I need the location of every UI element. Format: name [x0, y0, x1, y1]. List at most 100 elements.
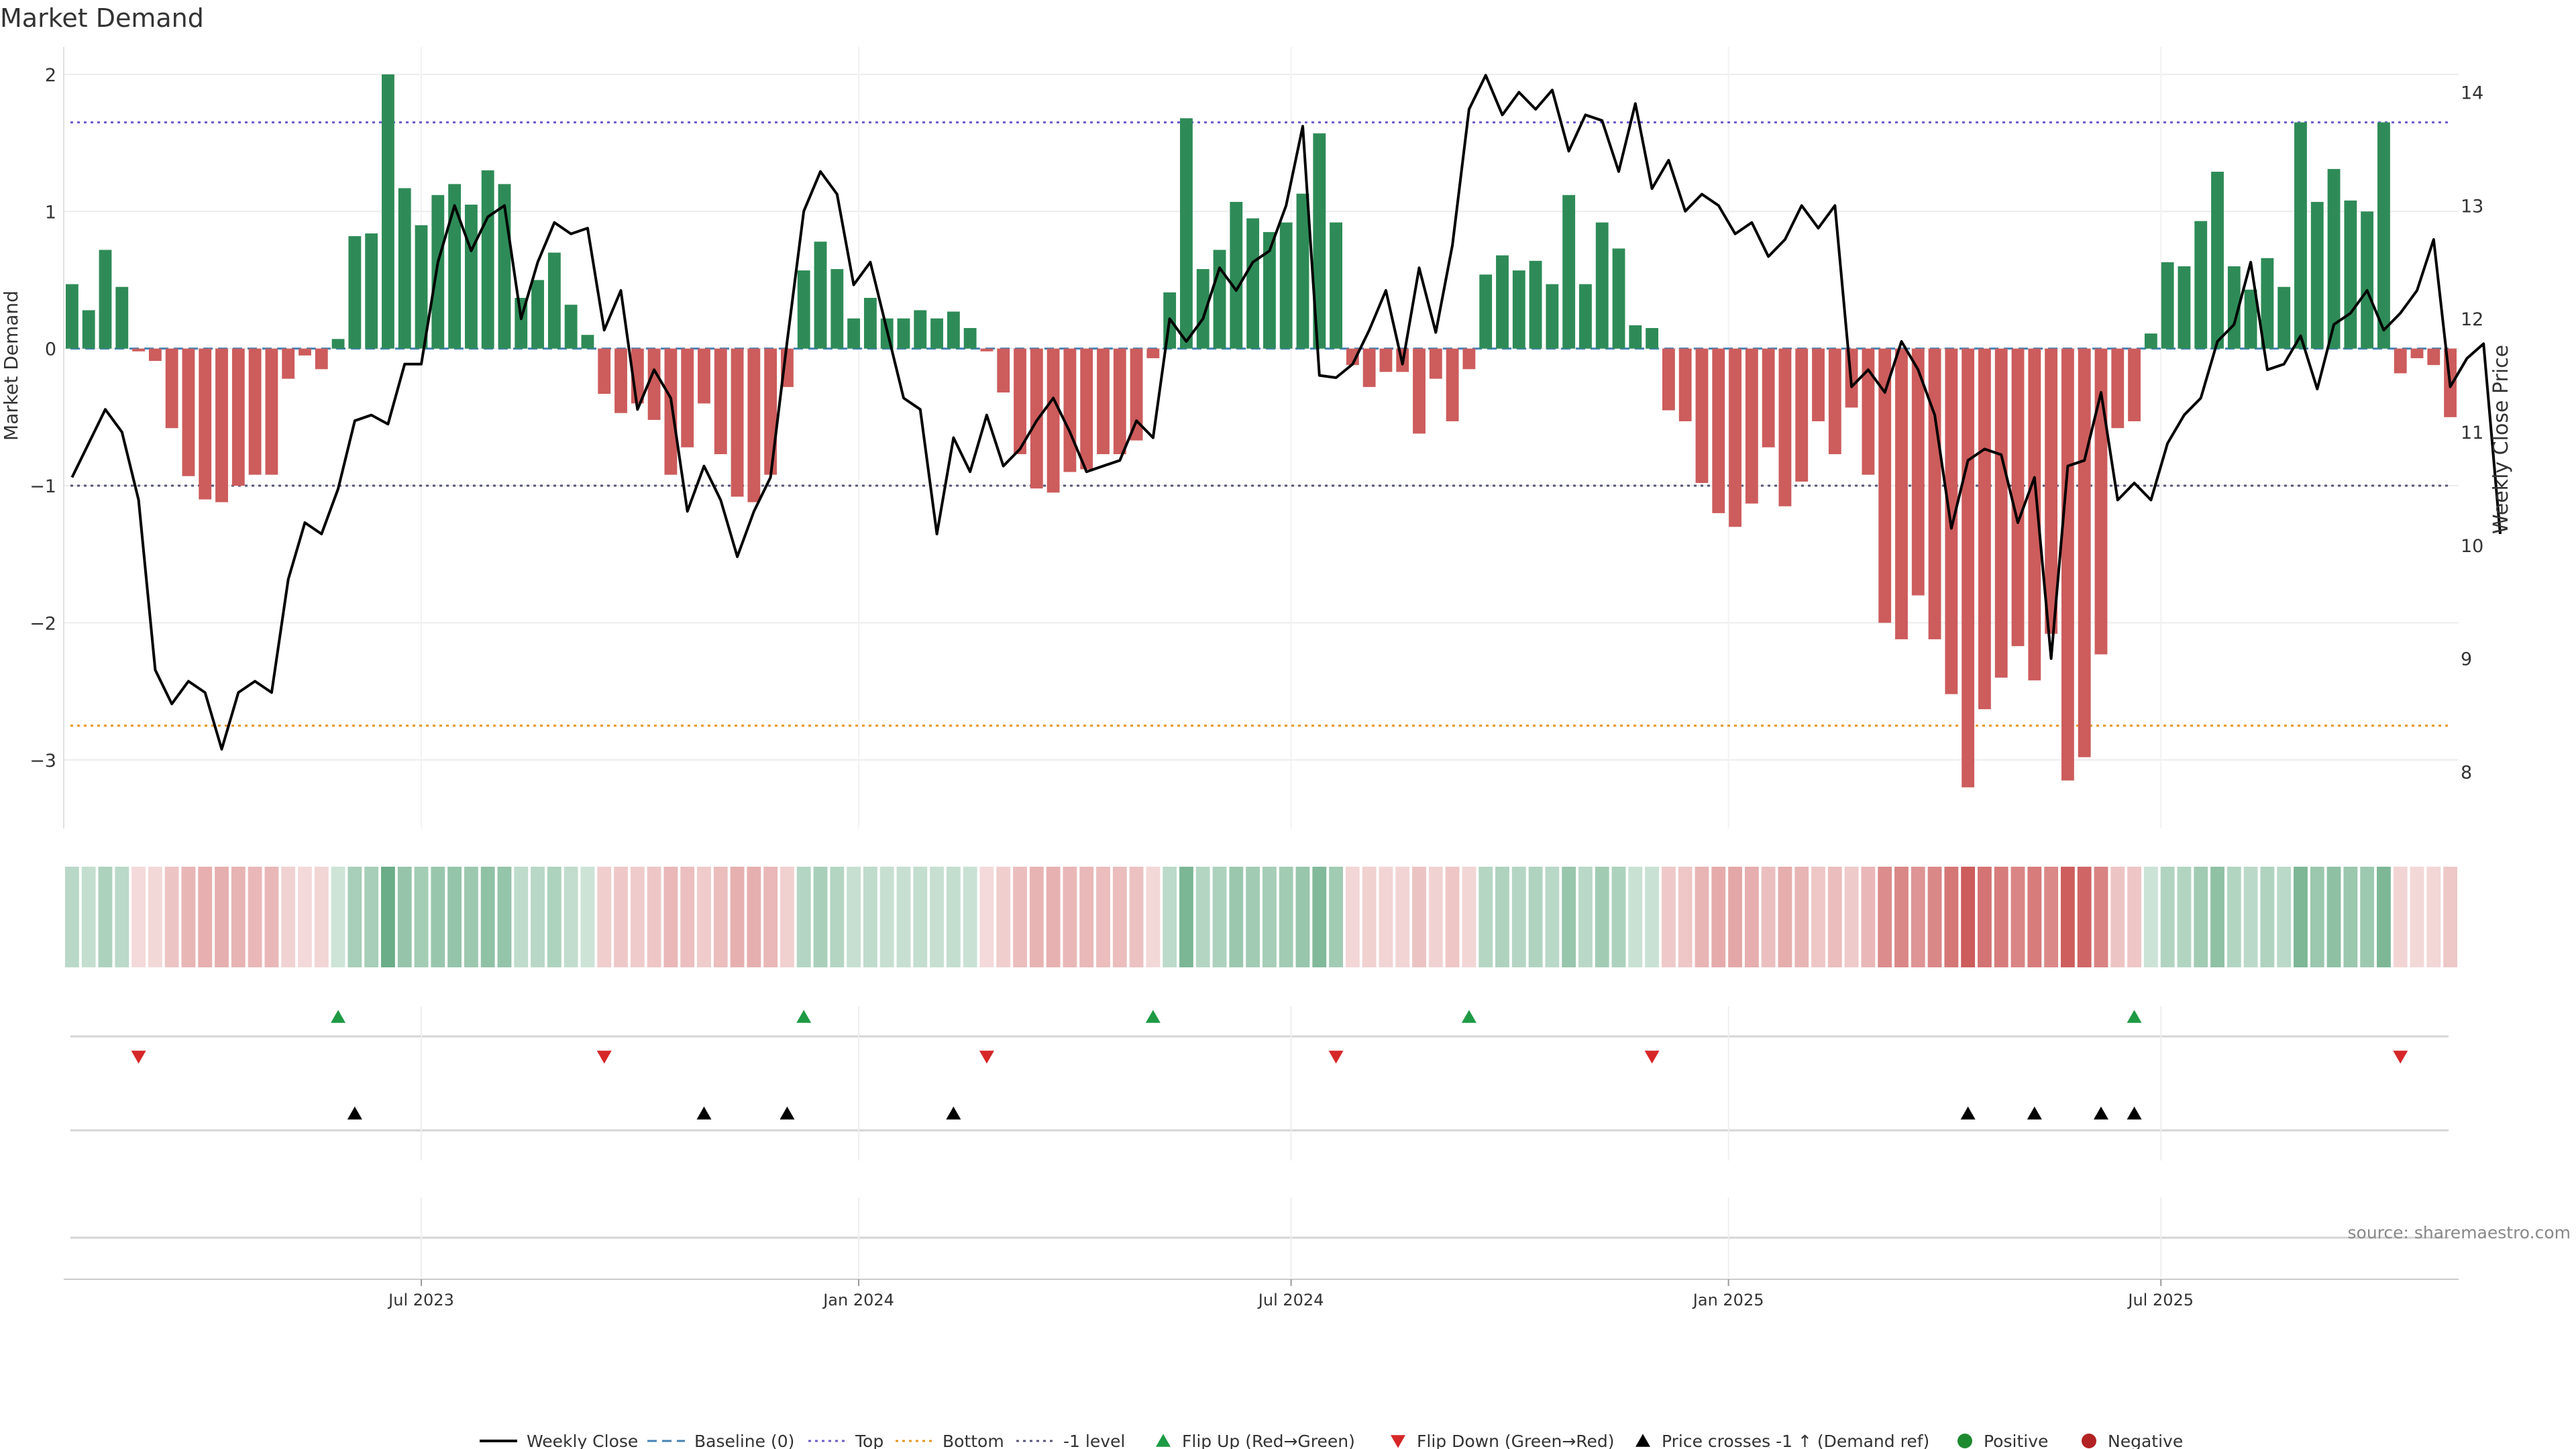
positive-bar [1296, 193, 1309, 349]
legend-item: Weekly Close [480, 1432, 638, 1449]
negative-heat-cell [1379, 867, 1393, 967]
positive-bar [2194, 221, 2208, 349]
negative-bar [764, 348, 777, 475]
negative-bar [997, 348, 1010, 393]
x-tick-label: Jul 2023 [387, 1291, 454, 1309]
positive-heat-cell [347, 867, 362, 967]
flip-up-marker [796, 1010, 812, 1023]
positive-heat-cell [531, 867, 545, 967]
negative-bar [1429, 348, 1442, 379]
positive-heat-cell [414, 867, 429, 967]
event-panel-axes [64, 1006, 2459, 1280]
legend-item: Negative [2082, 1432, 2183, 1449]
positive-heat-cell [863, 867, 877, 967]
positive-bar [1213, 250, 1226, 349]
negative-heat-cell [1096, 867, 1110, 967]
negative-heat-cell [647, 867, 661, 967]
legend-swatch-flip-up [1156, 1434, 1171, 1447]
negative-heat-cell [264, 867, 279, 967]
positive-bar [1330, 222, 1342, 349]
negative-heat-cell [1744, 867, 1759, 967]
positive-bar [847, 318, 861, 349]
positive-bar [1579, 284, 1592, 349]
negative-heat-cell [314, 867, 329, 967]
negative-bar [1695, 348, 1709, 483]
positive-bar [930, 318, 943, 349]
negative-heat-cell [2426, 867, 2441, 967]
positive-heat-cell [1545, 867, 1560, 967]
flip-down-marker [1328, 1051, 1344, 1064]
positive-heat-cell [514, 867, 529, 967]
flip-up-marker [1145, 1010, 1161, 1023]
positive-heat-cell [2343, 867, 2358, 967]
legend-label: Negative [2108, 1432, 2183, 1449]
legend-item: Flip Up (Red→Green) [1156, 1432, 1355, 1449]
positive-bar [2344, 200, 2357, 349]
positive-bar [531, 280, 544, 349]
negative-bar [2394, 348, 2407, 374]
left-tick-label: 1 [45, 202, 56, 223]
legend-label: Flip Down (Green→Red) [1417, 1432, 1615, 1449]
negative-bar [2045, 348, 2058, 634]
positive-bar [814, 241, 827, 349]
positive-heat-cell [64, 867, 79, 967]
negative-bar [1762, 348, 1775, 447]
legend-label: Price crosses -1 ↑ (Demand ref) [1662, 1432, 1929, 1449]
negative-bar [1346, 348, 1359, 366]
cross-marker [2027, 1106, 2042, 1120]
left-tick-label: 0 [45, 339, 56, 360]
negative-bar [664, 348, 678, 475]
negative-heat-cell [1445, 867, 1460, 967]
positive-heat-cell [930, 867, 944, 967]
negative-heat-cell [281, 867, 296, 967]
cross-markers [347, 1106, 2142, 1120]
positive-bar [1230, 201, 1243, 349]
negative-heat-cell [231, 867, 246, 967]
x-axis-ticks: Jul 2023 Jan 2024 Jul 2024 Jan 2025 Jul 2025 [387, 1279, 2194, 1309]
negative-heat-cell [1778, 867, 1792, 967]
negative-bar [165, 348, 178, 429]
cross-marker [347, 1106, 362, 1120]
legend-label: Weekly Close [527, 1432, 638, 1449]
positive-bar [2161, 262, 2174, 349]
legend-label: Bottom [943, 1432, 1004, 1449]
left-tick-label: −2 [30, 613, 56, 634]
positive-heat-cell [847, 867, 861, 967]
positive-heat-cell [1195, 867, 1210, 967]
negative-bar [1146, 348, 1160, 358]
negative-heat-cell [1711, 867, 1726, 967]
negative-bar [2111, 348, 2125, 429]
negative-bar [148, 348, 162, 362]
negative-heat-cell [1994, 867, 2008, 967]
left-axis-label: Market Demand [0, 290, 22, 441]
negative-heat-cell [2443, 867, 2458, 967]
positive-bar [1479, 274, 1493, 349]
positive-bar [348, 236, 362, 349]
positive-heat-cell [2277, 867, 2292, 967]
positive-heat-cell [1279, 867, 1293, 967]
legend-item: Top [808, 1432, 883, 1449]
positive-heat-cell [2143, 867, 2158, 967]
positive-bar [115, 286, 129, 349]
negative-bar [1712, 348, 1725, 513]
negative-bar [1097, 348, 1110, 455]
legend-item: Positive [1957, 1432, 2048, 1449]
cross-marker [2093, 1106, 2108, 1120]
right-tick-label: 8 [2461, 763, 2472, 784]
negative-bar [1878, 348, 1892, 623]
negative-heat-cell [747, 867, 761, 967]
positive-bar [82, 310, 95, 349]
negative-bar [2011, 348, 2025, 647]
negative-bar [132, 348, 145, 352]
positive-bar [963, 327, 977, 349]
positive-heat-cell [81, 867, 96, 967]
cross-marker [946, 1106, 961, 1120]
negative-bar [1828, 348, 1841, 455]
positive-heat-cell [963, 867, 977, 967]
negative-heat-cell [1844, 867, 1859, 967]
positive-bar [1263, 231, 1276, 349]
left-tick-label: −3 [30, 751, 56, 771]
positive-heat-cell [464, 867, 478, 967]
positive-heat-cell [1179, 867, 1193, 967]
flip-down-marker [979, 1051, 994, 1064]
